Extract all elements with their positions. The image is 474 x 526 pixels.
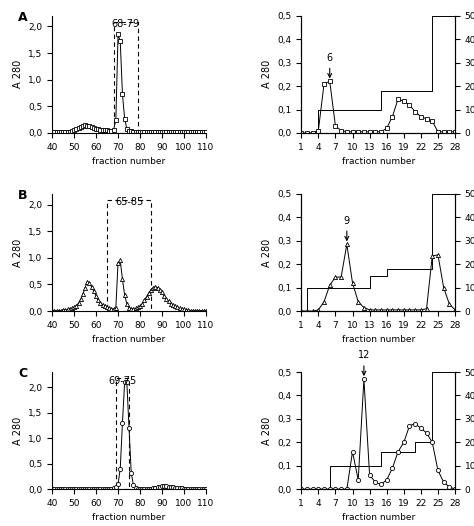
X-axis label: fraction number: fraction number [342, 157, 415, 166]
Text: 69-75: 69-75 [109, 376, 137, 386]
X-axis label: fraction number: fraction number [92, 336, 165, 345]
Text: 12: 12 [358, 350, 370, 375]
Text: C: C [18, 367, 27, 380]
X-axis label: fraction number: fraction number [92, 157, 165, 166]
Text: 9: 9 [344, 216, 350, 240]
X-axis label: fraction number: fraction number [342, 336, 415, 345]
Bar [116, 378, 129, 489]
Bar [107, 200, 151, 311]
Text: 6: 6 [327, 53, 333, 77]
Y-axis label: A 280: A 280 [13, 417, 23, 444]
Y-axis label: A 280: A 280 [262, 238, 272, 267]
Text: A: A [18, 11, 28, 24]
Y-axis label: A 280: A 280 [13, 60, 23, 88]
X-axis label: fraction number: fraction number [342, 513, 415, 522]
Y-axis label: A 280: A 280 [262, 417, 272, 444]
Text: 68-79: 68-79 [112, 19, 140, 29]
Bar [114, 22, 138, 133]
Y-axis label: A 280: A 280 [262, 60, 272, 88]
Text: B: B [18, 189, 28, 202]
Y-axis label: A 280: A 280 [13, 238, 23, 267]
Text: 65-85: 65-85 [115, 197, 143, 207]
X-axis label: fraction number: fraction number [92, 513, 165, 522]
